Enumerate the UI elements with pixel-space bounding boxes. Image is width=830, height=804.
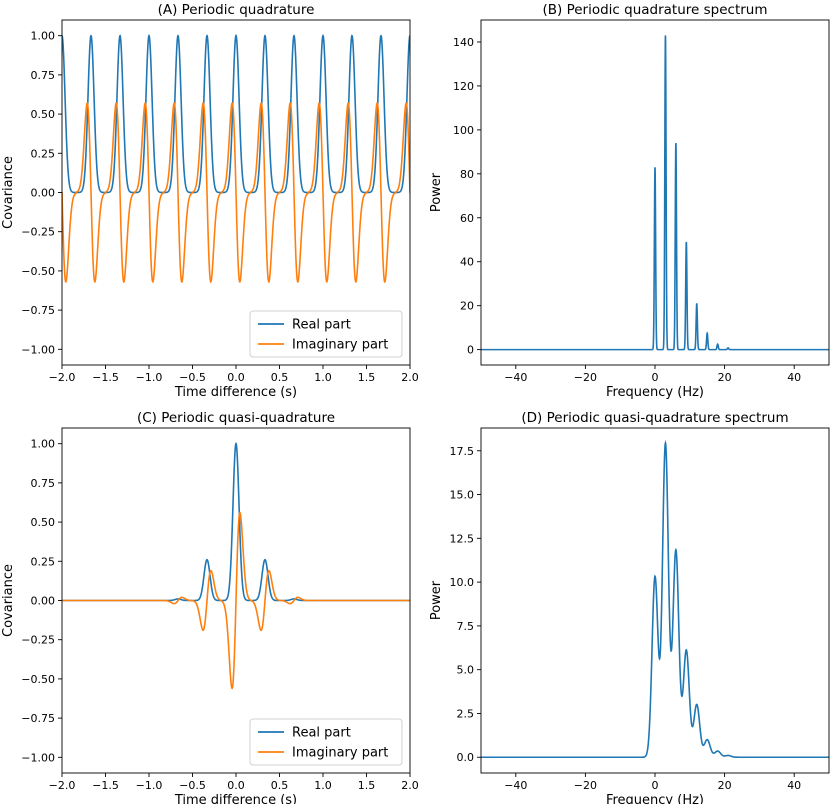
x-tick-label: 0.0 — [227, 371, 245, 384]
x-tick-label: −20 — [574, 779, 597, 792]
legend: Real part Imaginary part — [249, 310, 403, 358]
legend-box — [249, 310, 403, 358]
legend-entry: Imaginary part — [292, 338, 388, 353]
y-tick-label: 20 — [460, 300, 474, 313]
series-line-imaginary-part — [62, 101, 410, 284]
x-tick-label: −0.5 — [179, 779, 206, 792]
y-tick-label: −0.50 — [21, 673, 55, 686]
legend-entry: Real part — [292, 726, 351, 741]
x-tick-label: 20 — [718, 371, 732, 384]
x-tick-label: 0.5 — [271, 779, 289, 792]
x-tick-label: −1.0 — [136, 779, 163, 792]
x-tick-label: 0 — [652, 779, 659, 792]
y-axis-label: Power — [429, 172, 444, 212]
x-tick-label: 1.0 — [314, 779, 332, 792]
y-tick-label: 17.5 — [450, 445, 475, 458]
x-axis-label: Time difference (s) — [174, 385, 297, 400]
x-tick-label: 1.5 — [358, 371, 376, 384]
y-tick-label: 0.25 — [31, 555, 56, 568]
y-axis-label: Covariance — [1, 564, 16, 637]
x-tick-label: 20 — [718, 779, 732, 792]
y-tick-label: 0.50 — [31, 516, 56, 529]
chart-title: (A) Periodic quadrature — [158, 2, 315, 18]
y-tick-label: 0.75 — [31, 69, 56, 82]
y-tick-label: 0.75 — [31, 477, 56, 490]
chart-title: (C) Periodic quasi-quadrature — [137, 410, 335, 426]
chart-title: (D) Periodic quasi-quadrature spectrum — [521, 410, 788, 426]
y-tick-label: −1.00 — [21, 343, 55, 356]
y-tick-label: 5.0 — [457, 664, 475, 677]
legend-entry: Imaginary part — [292, 746, 388, 761]
plot-frame — [480, 427, 830, 774]
y-tick-label: −0.75 — [21, 712, 55, 725]
y-tick-label: −0.75 — [21, 304, 55, 317]
x-tick-label: −2.0 — [49, 371, 76, 384]
x-tick-label: 0.0 — [227, 779, 245, 792]
legend-box — [249, 718, 403, 766]
y-tick-label: 40 — [460, 256, 474, 269]
x-tick-label: −1.0 — [136, 371, 163, 384]
chart-A: −2.0 −1.5 −1.0 −0.5 0.0 0.5 1.0 1.5 2.0 −1.00 −0.7… — [1, 2, 419, 400]
x-tick-label: 0.5 — [271, 371, 289, 384]
x-tick-label: −1.5 — [92, 779, 119, 792]
x-tick-label: 40 — [787, 371, 801, 384]
series-line-power — [481, 35, 829, 351]
y-tick-label: 0.50 — [31, 108, 56, 121]
y-tick-label: −0.25 — [21, 634, 55, 647]
y-tick-label: 120 — [453, 80, 474, 93]
y-tick-label: 140 — [453, 36, 474, 49]
chart-D: −40 −20 0 20 40 0.0 2.5 5.0 7.5 10.0 12.5 15.0 17.5 (… — [429, 410, 830, 804]
legend-entry: Real part — [292, 318, 351, 333]
y-tick-label: 0.0 — [457, 751, 475, 764]
x-axis-label: Frequency (Hz) — [606, 385, 704, 400]
series-line-real-part — [62, 34, 410, 194]
x-tick-label: −2.0 — [49, 779, 76, 792]
chart-title: (B) Periodic quadrature spectrum — [542, 2, 767, 18]
y-tick-label: 0.00 — [31, 187, 56, 200]
x-tick-label: 0 — [652, 371, 659, 384]
x-tick-label: −40 — [504, 371, 527, 384]
y-axis-label: Covariance — [1, 156, 16, 229]
x-tick-label: −40 — [504, 779, 527, 792]
x-tick-label: 2.0 — [401, 371, 419, 384]
x-tick-label: −1.5 — [92, 371, 119, 384]
y-axis-label: Power — [429, 580, 444, 620]
y-tick-label: 1.00 — [31, 30, 56, 43]
y-tick-label: −1.00 — [21, 751, 55, 764]
series-line-power — [481, 439, 829, 759]
y-tick-label: 7.5 — [457, 620, 475, 633]
chart-B: −40 −20 0 20 40 0 20 40 60 80 100 120 140 (B) Periodi… — [429, 2, 830, 400]
y-tick-label: 0.25 — [31, 147, 56, 160]
y-tick-label: −0.25 — [21, 226, 55, 239]
y-tick-label: 12.5 — [450, 532, 475, 545]
x-axis-label: Time difference (s) — [174, 793, 297, 804]
x-tick-label: 1.5 — [358, 779, 376, 792]
y-tick-label: 80 — [460, 168, 474, 181]
x-tick-label: −20 — [574, 371, 597, 384]
legend: Real part Imaginary part — [249, 718, 403, 766]
x-tick-label: −0.5 — [179, 371, 206, 384]
y-tick-label: 60 — [460, 212, 474, 225]
y-tick-label: 10.0 — [450, 576, 475, 589]
y-tick-label: 2.5 — [457, 707, 475, 720]
y-tick-label: 0.00 — [31, 595, 56, 608]
y-tick-label: 1.00 — [31, 438, 56, 451]
chart-C: −2.0 −1.5 −1.0 −0.5 0.0 0.5 1.0 1.5 2.0 −1.00 −0.7… — [1, 410, 419, 804]
y-tick-label: −0.50 — [21, 265, 55, 278]
x-tick-label: 2.0 — [401, 779, 419, 792]
x-tick-label: 40 — [787, 779, 801, 792]
x-axis-label: Frequency (Hz) — [606, 793, 704, 804]
y-tick-label: 100 — [453, 124, 474, 137]
y-tick-label: 15.0 — [450, 489, 475, 502]
series-line-imaginary-part — [62, 511, 410, 690]
x-tick-label: 1.0 — [314, 371, 332, 384]
y-tick-label: 0 — [467, 344, 474, 357]
